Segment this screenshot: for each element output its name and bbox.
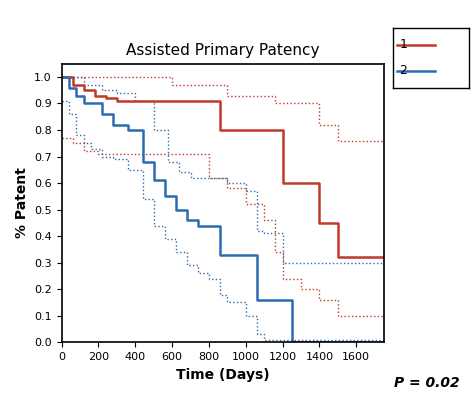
Text: 2: 2	[400, 64, 407, 77]
Text: 1: 1	[400, 38, 407, 51]
Title: Assisted Primary Patency: Assisted Primary Patency	[126, 43, 319, 59]
Y-axis label: % Patent: % Patent	[15, 168, 28, 238]
X-axis label: Time (Days): Time (Days)	[176, 368, 270, 382]
Text: P = 0.02: P = 0.02	[394, 376, 460, 390]
